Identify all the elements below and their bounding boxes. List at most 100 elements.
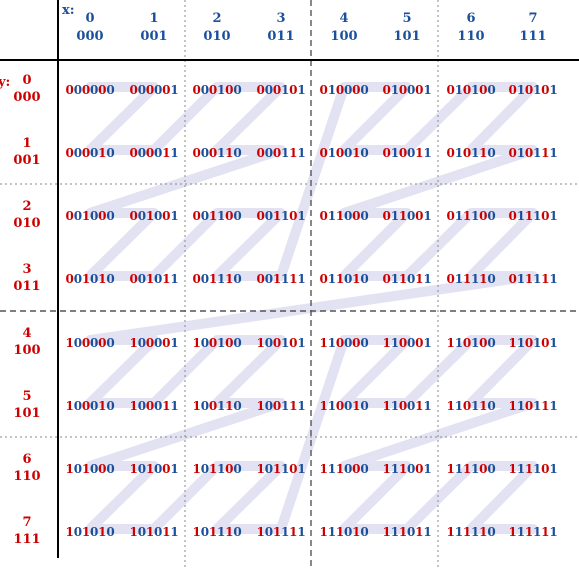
- cell-code: 100010: [66, 399, 115, 413]
- cell-code: 000001: [130, 83, 179, 97]
- cell-code: 110010: [320, 399, 369, 413]
- z-curve-line: [85, 82, 538, 534]
- cell-code: 101010: [66, 525, 115, 539]
- column-header-decimal: 1: [149, 11, 158, 26]
- row-header-decimal: 7: [22, 515, 31, 530]
- cell-code: 111101: [509, 462, 558, 476]
- row-header-binary: 110: [13, 469, 40, 484]
- row-header-decimal: 3: [22, 262, 31, 277]
- column-header-binary: 101: [393, 29, 420, 44]
- row-header-decimal: 1: [22, 136, 31, 151]
- cell-code: 100001: [130, 336, 179, 350]
- cell-code: 111001: [383, 462, 432, 476]
- cell-code: 110111: [509, 399, 558, 413]
- cell-code: 010001: [383, 83, 432, 97]
- row-header-binary: 010: [13, 216, 40, 231]
- cell-code: 001100: [193, 209, 242, 223]
- cell-grid: 000000 000001 000100 000101 010000 010001 0101…: [66, 83, 558, 539]
- cell-code: 101111: [257, 525, 306, 539]
- cell-code: 010110: [447, 146, 496, 160]
- cell-code: 010011: [383, 146, 432, 160]
- cell-code: 100101: [257, 336, 306, 350]
- row-header-binary: 000: [13, 90, 40, 105]
- row-header-binary: 101: [13, 406, 40, 421]
- row-header-binary: 111: [13, 532, 40, 547]
- column-header-binary: 011: [267, 29, 294, 44]
- row-header-decimal: 4: [22, 326, 31, 341]
- column-header-binary: 110: [457, 29, 484, 44]
- cell-code: 001001: [130, 209, 179, 223]
- cell-code: 011001: [383, 209, 432, 223]
- column-header-binary: 000: [76, 29, 103, 44]
- row-header-decimal: 2: [22, 199, 31, 214]
- column-header-decimal: 0: [85, 11, 94, 26]
- cell-code: 010111: [509, 146, 558, 160]
- cell-code: 000111: [257, 146, 306, 160]
- column-header-decimal: 2: [212, 11, 221, 26]
- cell-code: 110110: [447, 399, 496, 413]
- cell-code: 110001: [383, 336, 432, 350]
- cell-code: 000011: [130, 146, 179, 160]
- column-header-binary: 100: [330, 29, 357, 44]
- row-header-decimal: 5: [22, 389, 31, 404]
- row-header-binary: 001: [13, 153, 40, 168]
- cell-code: 011101: [509, 209, 558, 223]
- cell-code: 000101: [257, 83, 306, 97]
- cell-code: 111100: [447, 462, 496, 476]
- cell-code: 101011: [130, 525, 179, 539]
- cell-code: 101100: [193, 462, 242, 476]
- cell-code: 100100: [193, 336, 242, 350]
- column-header-decimal: 6: [466, 11, 475, 26]
- z-order-path: [85, 82, 538, 534]
- cell-code: 110101: [509, 336, 558, 350]
- cell-code: 010101: [509, 83, 558, 97]
- cell-code: 000110: [193, 146, 242, 160]
- column-header-binary: 111: [519, 29, 546, 44]
- cell-code: 010010: [320, 146, 369, 160]
- cell-code: 110011: [383, 399, 432, 413]
- cell-code: 101000: [66, 462, 115, 476]
- cell-code: 101101: [257, 462, 306, 476]
- cell-code: 100011: [130, 399, 179, 413]
- cell-code: 111011: [383, 525, 432, 539]
- cell-code: 011110: [447, 272, 496, 286]
- cell-code: 011000: [320, 209, 369, 223]
- cell-code: 100110: [193, 399, 242, 413]
- row-header-binary: 011: [13, 279, 40, 294]
- row-header-binary: 100: [13, 343, 40, 358]
- cell-code: 011011: [383, 272, 432, 286]
- cell-code: 000100: [193, 83, 242, 97]
- cell-code: 010100: [447, 83, 496, 97]
- cell-code: 011111: [509, 272, 558, 286]
- cell-code: 111010: [320, 525, 369, 539]
- row-header-decimal: 0: [22, 73, 31, 88]
- column-header-decimal: 4: [339, 11, 348, 26]
- cell-code: 110100: [447, 336, 496, 350]
- cell-code: 011010: [320, 272, 369, 286]
- cell-code: 000010: [66, 146, 115, 160]
- y-axis-label: y:: [0, 75, 10, 90]
- cell-code: 101110: [193, 525, 242, 539]
- cell-code: 110000: [320, 336, 369, 350]
- headers: x: y: 0000100120103011410051016110711100…: [0, 3, 547, 547]
- cell-code: 000000: [66, 83, 115, 97]
- cell-code: 001000: [66, 209, 115, 223]
- cell-code: 111110: [447, 525, 496, 539]
- x-axis-label: x:: [62, 3, 75, 18]
- cell-code: 001110: [193, 272, 242, 286]
- cell-code: 101001: [130, 462, 179, 476]
- cell-code: 111111: [509, 525, 558, 539]
- cell-code: 001101: [257, 209, 306, 223]
- cell-code: 100111: [257, 399, 306, 413]
- cell-code: 001010: [66, 272, 115, 286]
- column-header-binary: 010: [203, 29, 230, 44]
- column-header-decimal: 7: [528, 11, 537, 26]
- column-header-decimal: 3: [276, 11, 285, 26]
- cell-code: 001111: [257, 272, 306, 286]
- cell-code: 111000: [320, 462, 369, 476]
- cell-code: 010000: [320, 83, 369, 97]
- cell-code: 001011: [130, 272, 179, 286]
